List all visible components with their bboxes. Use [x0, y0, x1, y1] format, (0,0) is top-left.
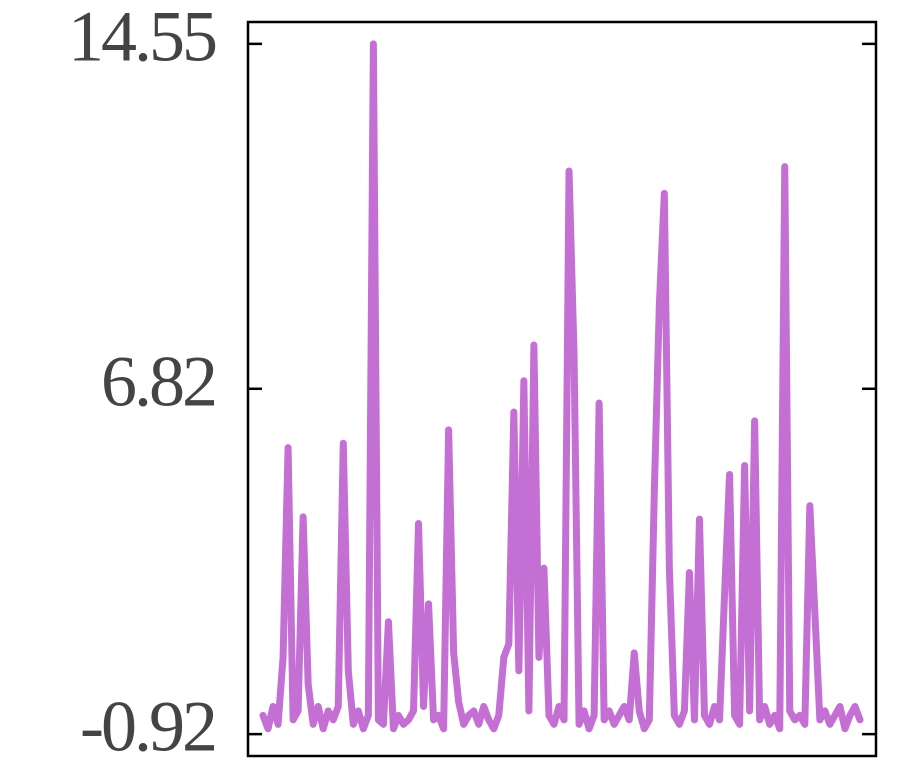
y-tick-label: -0.92 — [80, 687, 215, 767]
data-line — [259, 40, 864, 733]
y-tick-label: 14.55 — [68, 0, 216, 76]
y-tick-label: 6.82 — [101, 341, 215, 421]
